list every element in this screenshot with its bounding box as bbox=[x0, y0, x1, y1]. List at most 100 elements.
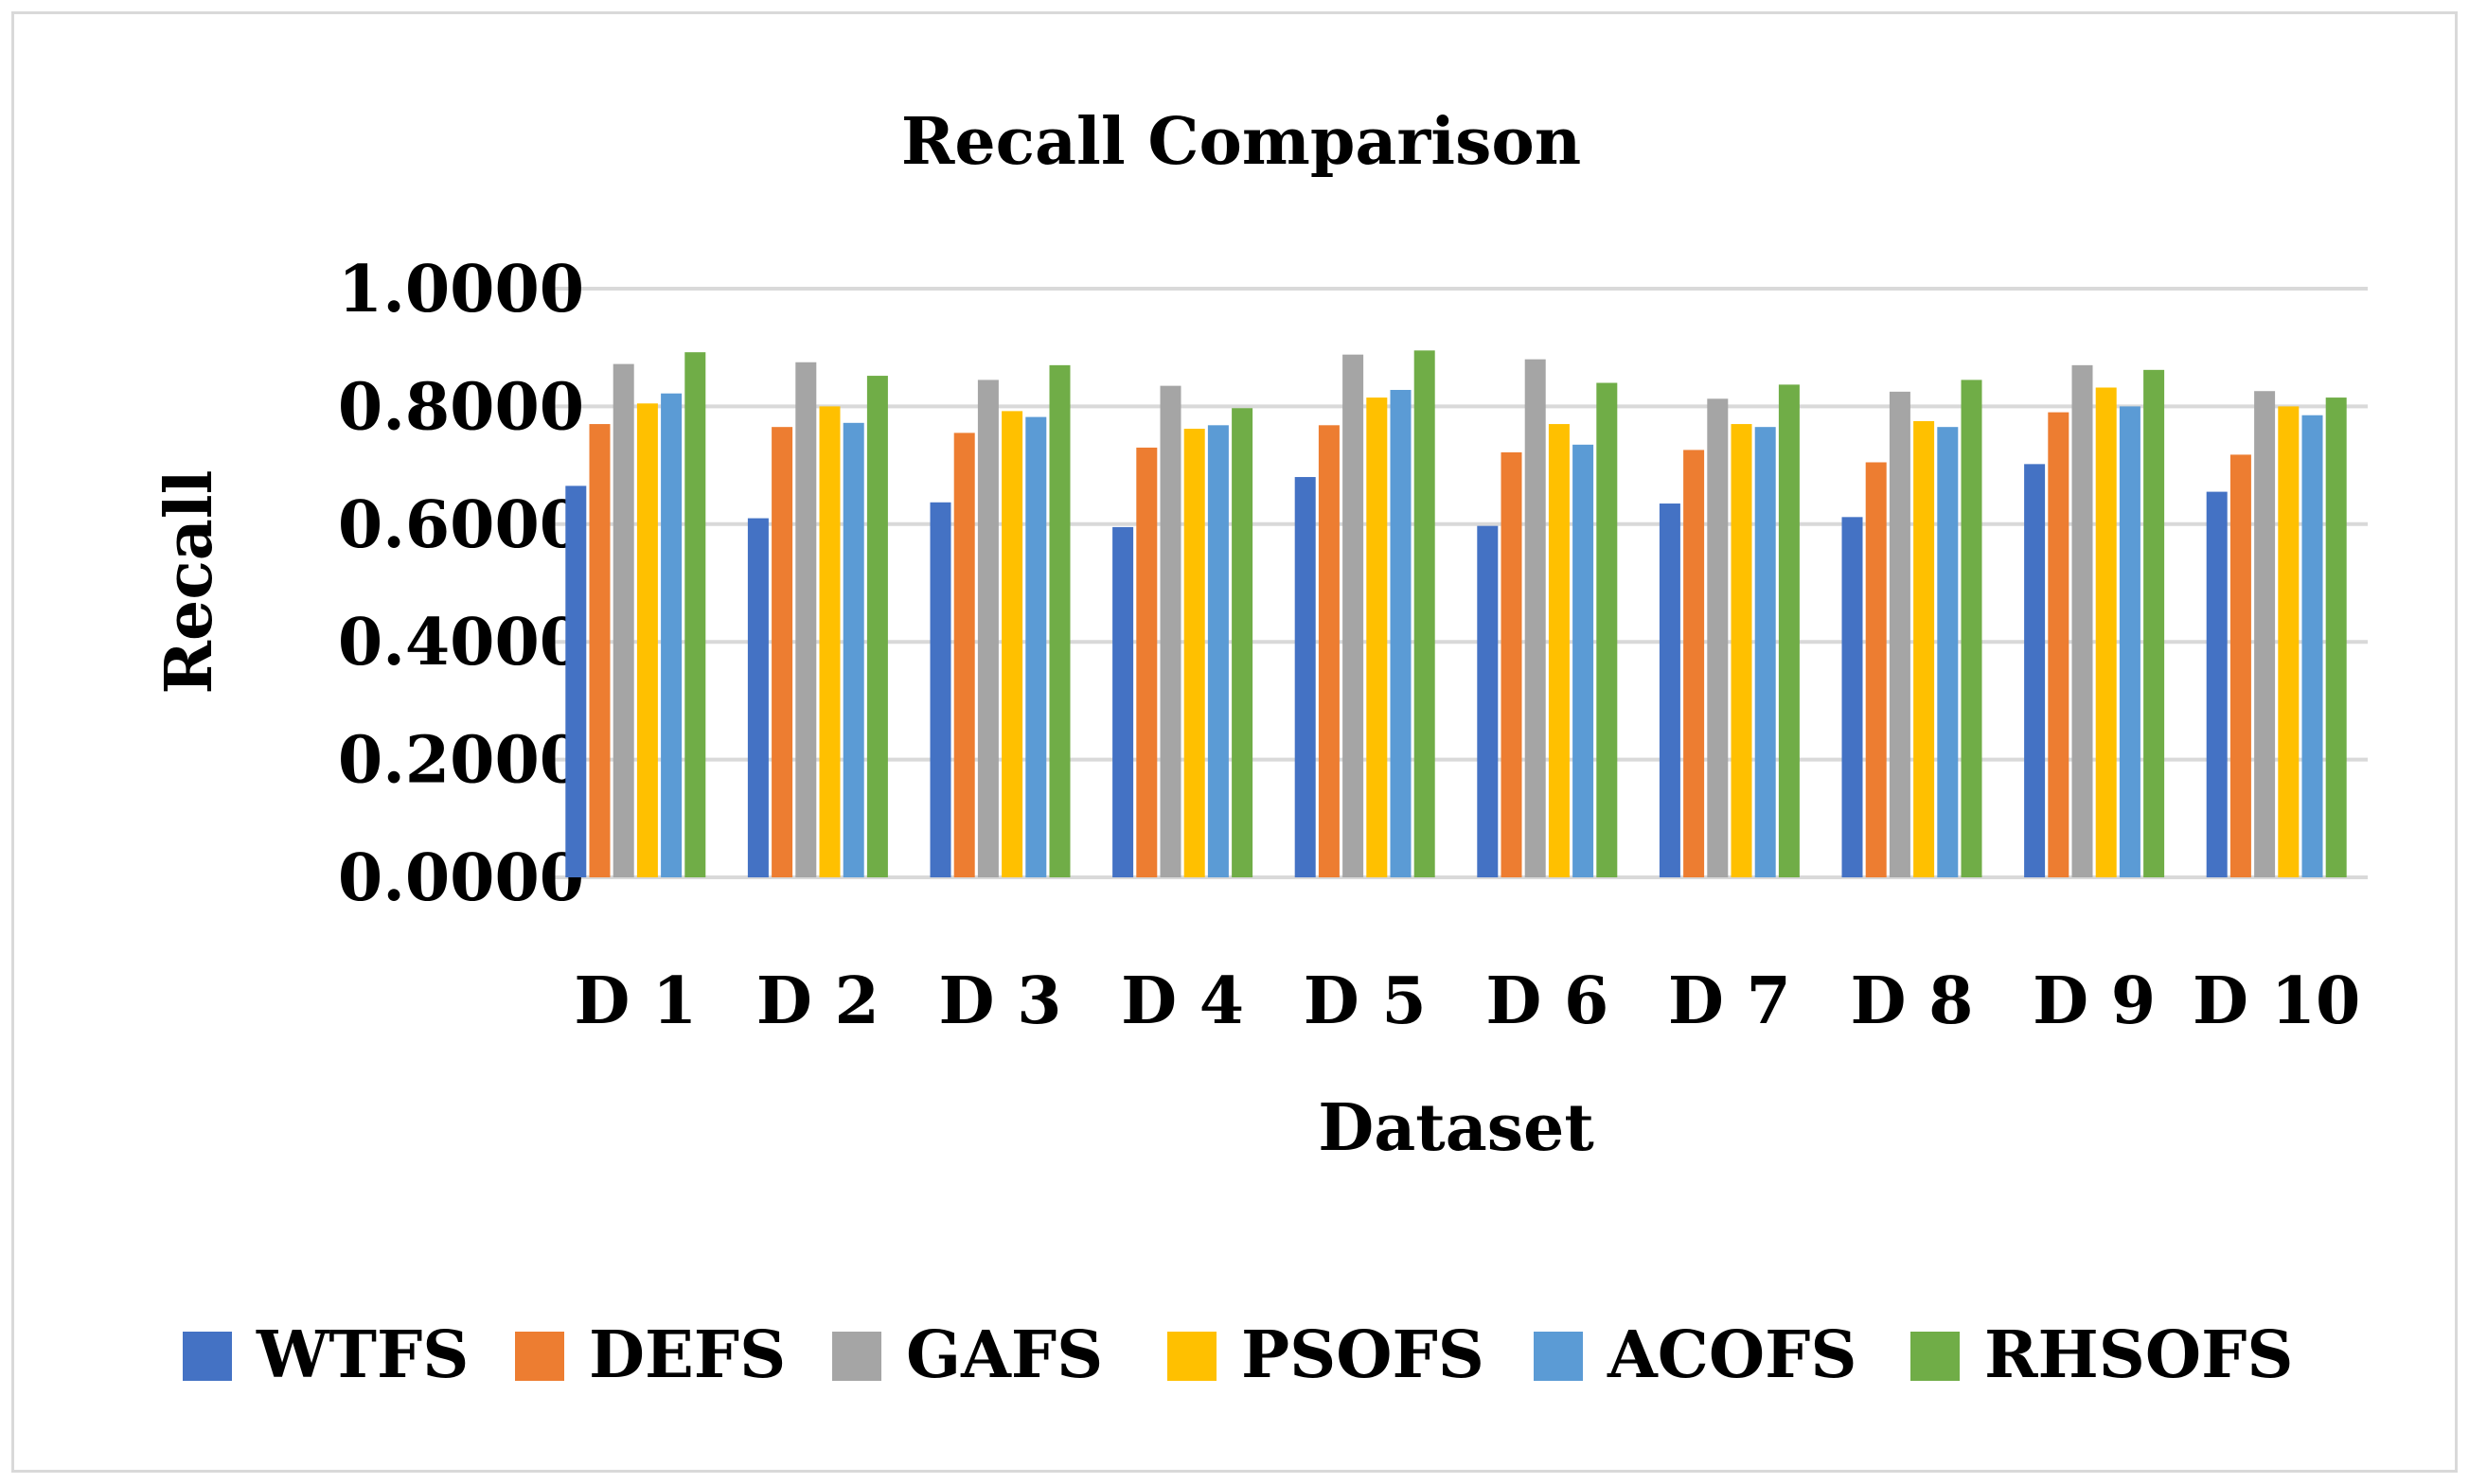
legend-item-rhsofs: RHSOFS bbox=[1910, 1317, 2294, 1393]
legend-swatch bbox=[1167, 1332, 1217, 1381]
chart-title: Recall Comparison bbox=[901, 104, 1581, 180]
bar-gafs-d7 bbox=[1707, 398, 1729, 877]
bar-rhsofs-d4 bbox=[1232, 408, 1253, 877]
bar-rhsofs-d2 bbox=[866, 376, 888, 877]
bar-wtfs-d2 bbox=[747, 518, 769, 877]
legend-label: ACOFS bbox=[1607, 1317, 1857, 1393]
legend-item-psofs: PSOFS bbox=[1167, 1317, 1484, 1393]
legend-label: WTFS bbox=[256, 1317, 469, 1393]
legend-item-gafs: GAFS bbox=[832, 1317, 1103, 1393]
x-tick-label: D 2 bbox=[756, 963, 879, 1039]
x-tick-label: D 6 bbox=[1485, 963, 1608, 1039]
bar-psofs-d6 bbox=[1548, 424, 1570, 877]
bar-acofs-d7 bbox=[1754, 427, 1776, 877]
bar-gafs-d8 bbox=[1889, 391, 1910, 878]
bar-wtfs-d3 bbox=[930, 502, 951, 877]
bar-rhsofs-d1 bbox=[684, 352, 706, 877]
bar-rhsofs-d5 bbox=[1413, 350, 1435, 877]
y-tick-label: 0.8000 bbox=[338, 369, 584, 445]
bar-wtfs-d8 bbox=[1841, 517, 1863, 877]
bar-wtfs-d1 bbox=[565, 486, 587, 877]
bar-defs-d10 bbox=[2229, 454, 2251, 877]
x-axis-title: Dataset bbox=[1318, 1090, 1594, 1166]
bar-defs-d8 bbox=[1865, 462, 1887, 877]
bar-rhsofs-d10 bbox=[2325, 398, 2347, 877]
bar-defs-d4 bbox=[1136, 447, 1158, 877]
bar-gafs-d9 bbox=[2071, 364, 2093, 877]
bar-wtfs-d9 bbox=[2024, 464, 2046, 877]
bar-psofs-d1 bbox=[636, 403, 658, 877]
bar-gafs-d6 bbox=[1524, 359, 1546, 877]
bar-wtfs-d4 bbox=[1112, 526, 1134, 877]
x-tick-label: D 5 bbox=[1304, 963, 1427, 1039]
bar-wtfs-d10 bbox=[2206, 491, 2228, 877]
bar-gafs-d3 bbox=[977, 380, 999, 877]
bar-gafs-d2 bbox=[795, 362, 817, 877]
bar-psofs-d4 bbox=[1183, 429, 1205, 877]
legend-swatch bbox=[183, 1332, 232, 1381]
bar-wtfs-d5 bbox=[1294, 477, 1316, 877]
bar-wtfs-d7 bbox=[1659, 504, 1680, 877]
y-tick-label: 0.6000 bbox=[338, 487, 584, 563]
bar-rhsofs-d8 bbox=[1961, 380, 1982, 877]
bar-defs-d9 bbox=[2048, 412, 2069, 877]
bars bbox=[565, 350, 2347, 878]
legend-swatch bbox=[1534, 1332, 1583, 1381]
y-tick-labels: 0.0000 0.2000 0.4000 0.6000 0.8000 1.0000 bbox=[338, 252, 584, 916]
bar-defs-d6 bbox=[1501, 451, 1522, 877]
y-tick-label: 0.2000 bbox=[338, 723, 584, 799]
gridlines bbox=[544, 287, 2368, 879]
bar-gafs-d10 bbox=[2254, 391, 2276, 877]
x-tick-label: D 3 bbox=[939, 963, 1062, 1039]
bar-defs-d1 bbox=[589, 424, 611, 877]
bar-psofs-d5 bbox=[1366, 398, 1388, 877]
bar-defs-d3 bbox=[953, 433, 975, 877]
bar-wtfs-d6 bbox=[1477, 525, 1499, 877]
legend-swatch bbox=[1910, 1332, 1960, 1381]
x-tick-label: D 10 bbox=[2193, 963, 2360, 1039]
bar-acofs-d5 bbox=[1390, 389, 1412, 877]
bar-psofs-d7 bbox=[1731, 424, 1752, 877]
bar-rhsofs-d3 bbox=[1049, 364, 1071, 877]
legend-item-acofs: ACOFS bbox=[1534, 1317, 1857, 1393]
bar-psofs-d9 bbox=[2095, 387, 2117, 878]
y-tick-label: 0.4000 bbox=[338, 605, 584, 680]
bar-rhsofs-d6 bbox=[1596, 382, 1618, 877]
legend-item-defs: DEFS bbox=[515, 1317, 786, 1393]
x-tick-label: D 4 bbox=[1121, 963, 1244, 1039]
y-tick-label: 0.0000 bbox=[338, 840, 584, 916]
y-axis-title: Recall bbox=[151, 470, 227, 695]
bar-rhsofs-d9 bbox=[2143, 369, 2165, 877]
bar-gafs-d5 bbox=[1342, 354, 1364, 877]
bar-gafs-d1 bbox=[613, 363, 634, 878]
legend-item-wtfs: WTFS bbox=[183, 1317, 469, 1393]
legend-label: DEFS bbox=[589, 1317, 786, 1393]
recall-chart: Recall Comparison 0.0000 0.2000 0.4000 0.60… bbox=[151, 104, 2368, 1393]
bar-defs-d2 bbox=[772, 427, 793, 877]
legend: WTFS DEFS GAFS PSOFS ACOFS RHSOFS bbox=[183, 1317, 2294, 1393]
bar-gafs-d4 bbox=[1160, 385, 1181, 877]
y-tick-label: 1.0000 bbox=[338, 252, 584, 327]
chart-frame: Recall Comparison 0.0000 0.2000 0.4000 0.60… bbox=[11, 11, 2458, 1473]
bar-acofs-d2 bbox=[843, 422, 864, 877]
x-tick-label: D 1 bbox=[574, 963, 697, 1039]
bar-rhsofs-d7 bbox=[1778, 384, 1800, 877]
legend-swatch bbox=[832, 1332, 881, 1381]
x-tick-label: D 8 bbox=[1851, 963, 1974, 1039]
x-tick-labels: D 1 D 2 D 3 D 4 D 5 D 6 D 7 D 8 D 9 D 10 bbox=[574, 963, 2360, 1039]
bar-acofs-d6 bbox=[1572, 444, 1594, 877]
bar-acofs-d4 bbox=[1207, 425, 1229, 877]
legend-swatch bbox=[515, 1332, 564, 1381]
bar-defs-d7 bbox=[1683, 450, 1705, 877]
bar-psofs-d8 bbox=[1913, 420, 1935, 877]
bar-psofs-d10 bbox=[2278, 406, 2300, 877]
x-tick-label: D 7 bbox=[1668, 963, 1791, 1039]
x-tick-label: D 9 bbox=[2033, 963, 2156, 1039]
bar-acofs-d8 bbox=[1937, 427, 1959, 877]
legend-label: GAFS bbox=[906, 1317, 1103, 1393]
legend-label: RHSOFS bbox=[1984, 1317, 2294, 1393]
bar-acofs-d10 bbox=[2301, 415, 2323, 877]
bar-defs-d5 bbox=[1318, 425, 1340, 877]
bar-acofs-d1 bbox=[661, 393, 683, 877]
bar-acofs-d3 bbox=[1025, 416, 1047, 877]
